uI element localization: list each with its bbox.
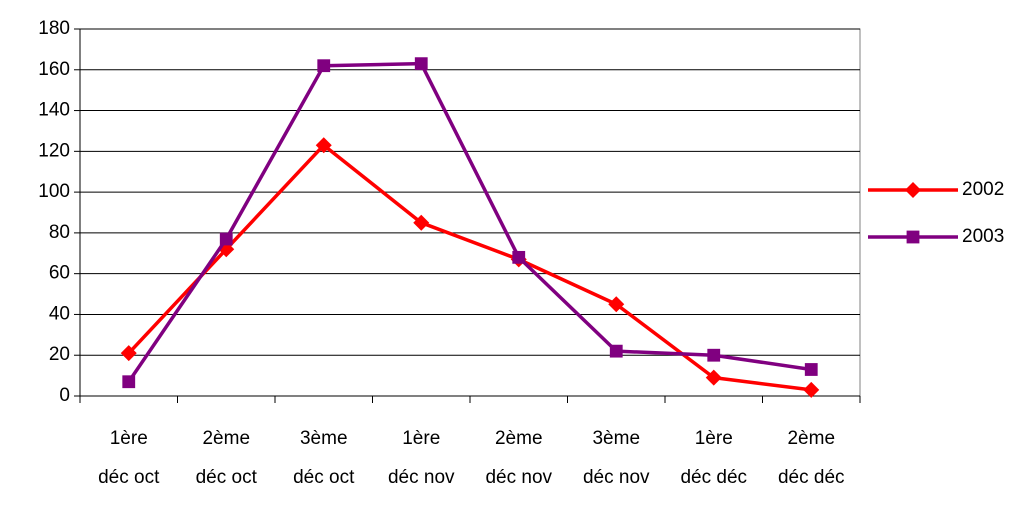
marker <box>803 381 820 398</box>
plot-area <box>79 28 861 397</box>
x-tick-label: 1ère déc oct <box>98 428 160 488</box>
y-tick-label: 60 <box>49 263 70 284</box>
legend-label: 2002 <box>962 179 1004 200</box>
x-tick-label: 2ème déc nov <box>485 428 553 488</box>
marker <box>609 344 623 358</box>
y-tick-label: 160 <box>38 59 70 80</box>
marker <box>705 369 722 386</box>
marker <box>315 137 332 154</box>
x-tick-label: 1ère déc déc <box>680 428 748 488</box>
marker <box>608 296 625 313</box>
marker <box>413 214 430 231</box>
y-tick-label: 40 <box>49 303 70 324</box>
marker <box>219 232 233 246</box>
y-tick-label: 180 <box>38 18 70 39</box>
y-tick-label: 120 <box>38 140 70 161</box>
x-tick-label: 3ème déc oct <box>293 428 355 488</box>
y-tick-label: 20 <box>49 344 70 365</box>
marker <box>906 230 920 244</box>
marker <box>905 182 921 198</box>
y-tick-label: 0 <box>59 385 70 406</box>
series-line <box>127 143 812 392</box>
marker <box>122 375 136 389</box>
legend-label: 2003 <box>962 226 1004 247</box>
x-tick-label: 3ème déc nov <box>582 428 650 488</box>
marker <box>120 345 137 362</box>
x-tick-label: 2ème déc oct <box>195 428 257 488</box>
marker <box>804 363 818 376</box>
y-tick-label: 80 <box>49 222 70 243</box>
series-line <box>127 61 812 383</box>
y-tick-label: 140 <box>38 100 70 121</box>
x-tick-label: 2ème déc déc <box>777 428 845 488</box>
x-tick-label: 1ère déc nov <box>387 428 455 488</box>
marker <box>414 57 428 71</box>
marker <box>317 59 331 73</box>
marker <box>512 250 526 264</box>
marker <box>707 348 721 362</box>
y-tick-label: 100 <box>38 181 70 202</box>
